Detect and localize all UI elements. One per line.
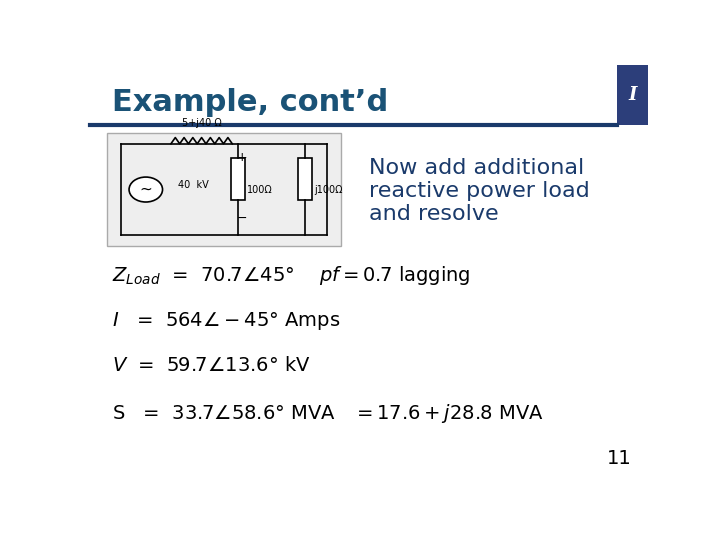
Text: I: I [629,86,637,104]
Text: $I$   =  $564\angle -45°$ Amps: $I$ = $564\angle -45°$ Amps [112,310,341,332]
Text: and resolve: and resolve [369,204,499,224]
Text: j100Ω: j100Ω [314,185,342,194]
Bar [230,158,245,200]
Text: +: + [237,151,248,164]
Text: S   =  $33.7\angle 58.6°$ MVA   $= 17.6 + j28.8$ MVA: S = $33.7\angle 58.6°$ MVA $= 17.6 + j28… [112,402,544,424]
Bar [617,65,648,125]
Text: −: − [237,212,247,225]
Text: 40  kV: 40 kV [178,180,209,191]
Text: 100Ω: 100Ω [247,185,273,194]
Text: reactive power load: reactive power load [369,181,590,201]
Bar [107,133,341,246]
Text: $V$  =  $59.7\angle 13.6°$ kV: $V$ = $59.7\angle 13.6°$ kV [112,356,311,375]
Text: Example, cont’d: Example, cont’d [112,87,389,117]
Circle shape [129,177,163,202]
Text: Now add additional: Now add additional [369,158,584,178]
Text: 5+j40 Ω: 5+j40 Ω [181,118,222,128]
Text: $Z_{Load}$  =  $70.7\angle 45°$    $pf = 0.7$ lagging: $Z_{Load}$ = $70.7\angle 45°$ $pf = 0.7$… [112,265,471,287]
Text: 11: 11 [606,449,631,468]
Text: ~: ~ [140,182,152,197]
Bar [297,158,312,200]
